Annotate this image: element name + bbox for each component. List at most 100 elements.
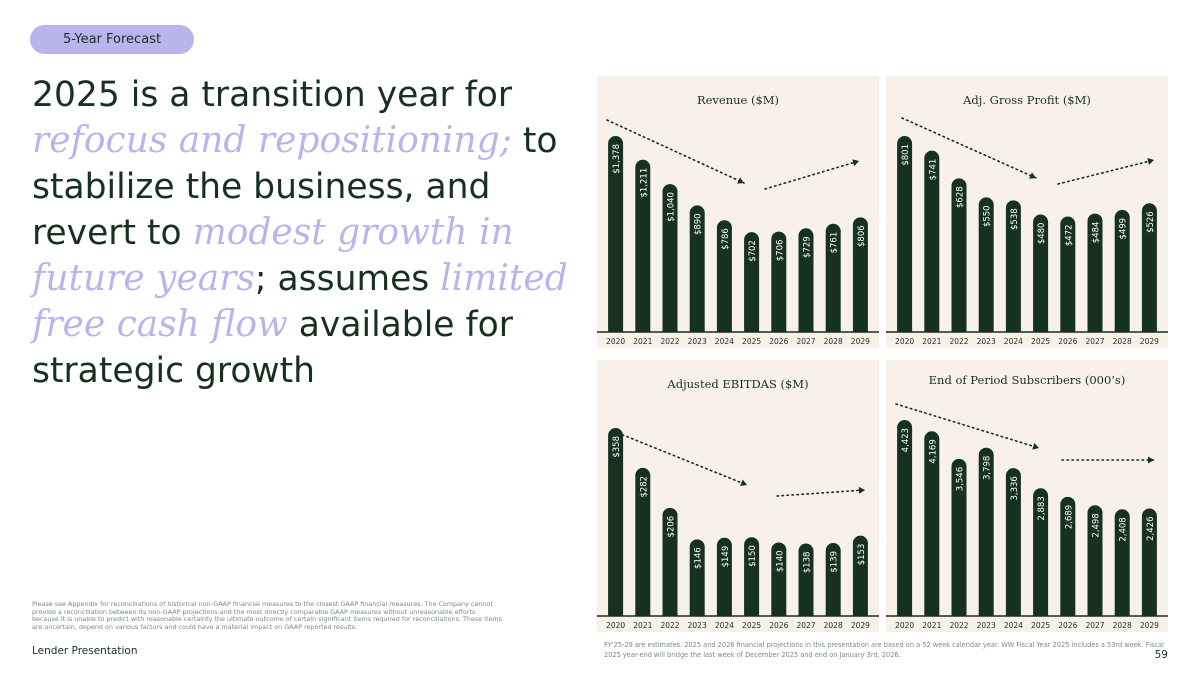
- x-tick-label: 2023: [977, 621, 996, 630]
- bar-value-label: 2,883: [1037, 496, 1047, 520]
- bar-value-label: $801: [901, 144, 911, 166]
- bar-value-label: $806: [857, 225, 867, 247]
- bar: [798, 228, 814, 332]
- x-tick-label: 2029: [1140, 337, 1159, 346]
- headline-text: ; assumes: [254, 259, 441, 299]
- x-tick-label: 2029: [851, 337, 870, 346]
- x-tick-label: 2027: [796, 337, 815, 346]
- bar: [1087, 213, 1103, 332]
- bar-value-label: 2,689: [1064, 505, 1074, 529]
- footnote: FY'25-29 are estimates. 2025 and 2026 fi…: [604, 641, 1164, 659]
- headline-text: to stabilize the business, and revert to: [32, 121, 558, 253]
- headline-emphasis: refocus and repositioning;: [32, 120, 512, 161]
- bar: [1114, 209, 1130, 332]
- bar-value-label: $628: [956, 186, 966, 208]
- bar: [716, 220, 732, 332]
- headline-emphasis: modest growth in future years: [32, 212, 514, 299]
- chart-title: Adjusted EBITDAS ($M): [666, 377, 808, 391]
- bar: [897, 136, 913, 332]
- bar-value-label: $729: [803, 236, 813, 258]
- x-tick-label: 2021: [633, 337, 652, 346]
- x-tick-label: 2022: [660, 337, 679, 346]
- bar: [1005, 200, 1021, 332]
- chart-svg: Adj. Gross Profit ($M) $801 2020 $741 2021 $6…: [886, 93, 1168, 346]
- bar: [689, 205, 705, 332]
- x-tick-label: 2022: [949, 621, 968, 630]
- arrowhead-icon: [740, 479, 747, 487]
- bar: [1114, 509, 1130, 616]
- bar-value-label: $890: [694, 213, 704, 235]
- x-tick-label: 2021: [633, 621, 652, 630]
- bar: [1141, 508, 1157, 616]
- chart-svg: Adjusted EBITDAS ($M) $358 2020 $282 2021 $20…: [597, 377, 879, 630]
- bar: [608, 136, 624, 332]
- subscribers-chart-panel: End of Period Subscribers (000’s) 4,423 20…: [886, 360, 1168, 632]
- bar: [951, 458, 967, 616]
- chart-svg: Revenue ($M) $1,378 2020 $1,211 2021 $1,040 20…: [597, 93, 879, 346]
- x-tick-label: 2028: [1113, 337, 1132, 346]
- bar-value-label: 4,169: [928, 439, 938, 463]
- x-tick-label: 2026: [1058, 337, 1077, 346]
- bar-value-label: 2,498: [1092, 513, 1102, 537]
- bar-value-label: $706: [775, 240, 785, 262]
- bar-value-label: $550: [983, 205, 993, 227]
- x-tick-label: 2021: [922, 621, 941, 630]
- x-tick-label: 2023: [688, 337, 707, 346]
- bar-value-label: $358: [612, 436, 622, 458]
- revenue-chart-panel: Revenue ($M) $1,378 2020 $1,211 2021 $1,040 20…: [597, 76, 879, 348]
- decline-trend-arrow: [606, 119, 745, 184]
- bar: [635, 159, 651, 332]
- bar: [1060, 496, 1076, 616]
- x-tick-label: 2029: [851, 621, 870, 630]
- arrowhead-icon: [1029, 172, 1036, 179]
- page-number: 59: [1154, 649, 1168, 661]
- bar: [798, 543, 814, 616]
- x-tick-label: 2025: [742, 337, 761, 346]
- x-tick-label: 2020: [895, 337, 914, 346]
- chart-title: End of Period Subscribers (000’s): [929, 373, 1126, 387]
- disclaimer: Please see Appendix for reconciliations …: [32, 600, 502, 631]
- x-tick-label: 2024: [1004, 621, 1023, 630]
- arrowhead-icon: [1032, 442, 1039, 450]
- bar-value-label: $138: [803, 552, 813, 574]
- bar-value-label: $761: [830, 232, 840, 254]
- bar-value-label: 3,546: [956, 467, 966, 491]
- bar-value-label: $1,040: [667, 192, 677, 222]
- bar-value-label: 2,426: [1146, 516, 1156, 540]
- chart-svg: End of Period Subscribers (000’s) 4,423 20…: [886, 373, 1168, 630]
- bar: [1141, 203, 1157, 332]
- bar: [924, 150, 940, 332]
- bar-value-label: $499: [1119, 218, 1129, 240]
- bar-value-label: $139: [830, 551, 840, 573]
- arrowhead-icon: [737, 177, 744, 184]
- x-tick-label: 2024: [1004, 337, 1023, 346]
- x-tick-label: 2027: [796, 621, 815, 630]
- bar: [744, 537, 760, 616]
- bar: [744, 232, 760, 332]
- x-tick-label: 2027: [1085, 621, 1104, 630]
- x-tick-label: 2020: [606, 621, 625, 630]
- x-tick-label: 2027: [1085, 337, 1104, 346]
- bar-value-label: 3,798: [983, 456, 993, 480]
- headline-text: 2025 is a transition year for: [32, 75, 513, 115]
- decline-trend-arrow: [895, 403, 1040, 449]
- bar: [771, 542, 787, 616]
- growth-trend-arrow: [764, 160, 860, 190]
- bar-value-label: $206: [667, 516, 677, 538]
- bar-value-label: $149: [721, 546, 731, 568]
- bar-value-label: $484: [1092, 222, 1102, 244]
- bar: [608, 428, 624, 616]
- x-tick-label: 2025: [742, 621, 761, 630]
- arrowhead-icon: [1148, 456, 1154, 464]
- bar-value-label: $538: [1010, 208, 1020, 230]
- x-tick-label: 2022: [660, 621, 679, 630]
- bar-value-label: $153: [857, 544, 867, 566]
- bar-value-label: 2,408: [1119, 517, 1129, 541]
- x-tick-label: 2028: [1113, 621, 1132, 630]
- bar: [978, 197, 994, 332]
- arrowhead-icon: [1147, 158, 1154, 165]
- section-tag: 5-Year Forecast: [30, 25, 194, 54]
- x-tick-label: 2024: [715, 337, 734, 346]
- ebitdas-chart-panel: Adjusted EBITDAS ($M) $358 2020 $282 2021 $20…: [597, 360, 879, 632]
- bar-value-label: $472: [1064, 225, 1074, 247]
